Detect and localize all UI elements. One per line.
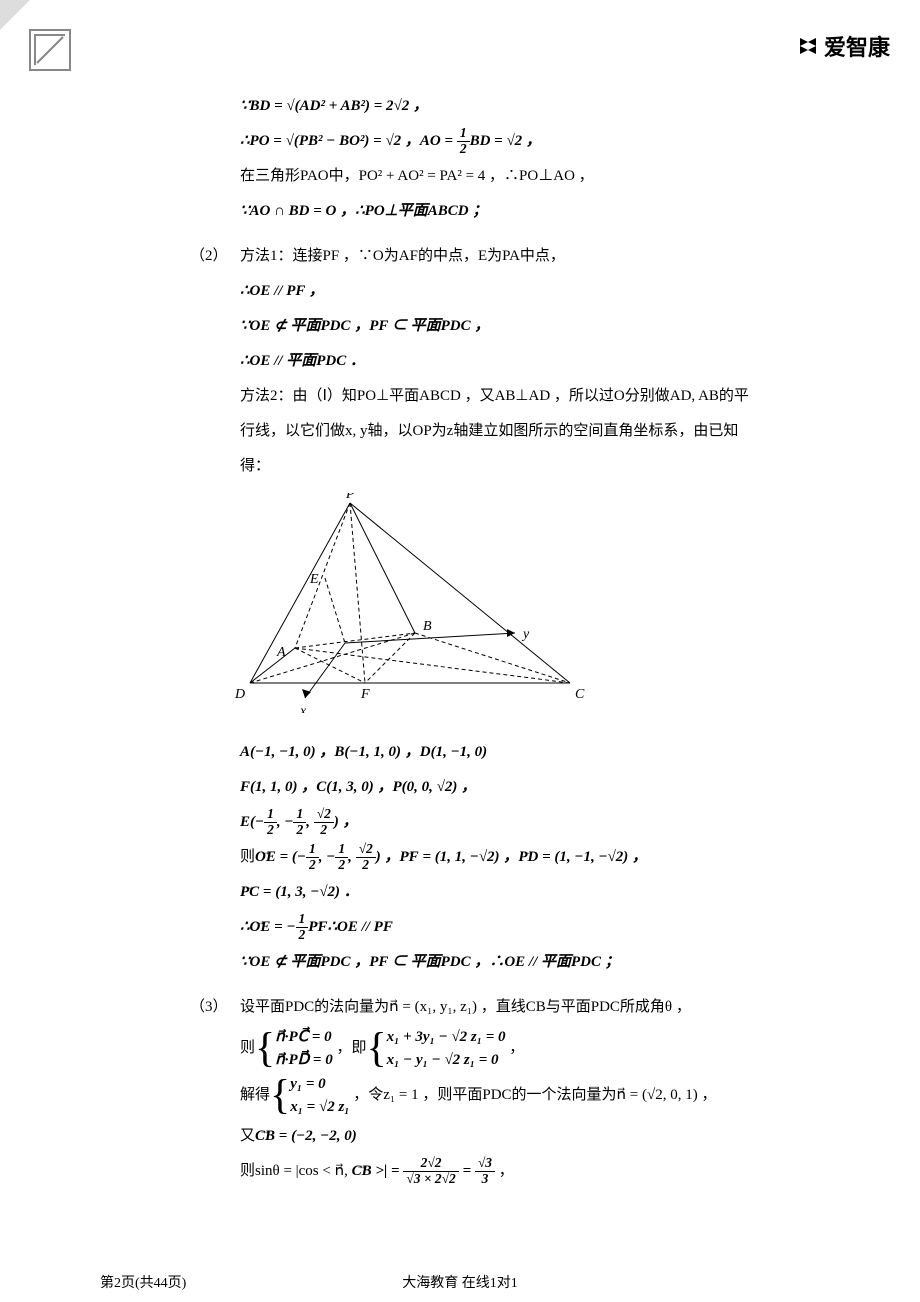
- svg-text:E: E: [309, 572, 319, 587]
- text-line: 解得{y₁ = 0x₁ = √2 z₁ ，令z₁ = 1 ，则平面PDC的一个法…: [200, 1073, 800, 1118]
- text-line: 则OE = (−12, −12, √22) ，PF = (1, 1, −√2) …: [200, 841, 800, 874]
- text-line: ∵OE ⊄ 平面PDC ，PF ⊂ 平面PDC ，∴OE // 平面PDC ；: [200, 946, 800, 979]
- footer-center-text: 大海教育 在线1对1: [0, 1272, 920, 1292]
- brand-text: 爱智康: [824, 30, 890, 62]
- text-line: PC = (1, 3, −√2) ．: [200, 876, 800, 909]
- text-line: 则sinθ = |cos < n⃗, CB >| = 2√2√3 × 2√2 =…: [200, 1155, 800, 1188]
- svg-text:C: C: [575, 687, 585, 702]
- logo-left-icon: [25, 25, 75, 75]
- text-line: 行线，以它们做x, y轴，以OP为z轴建立如图所示的空间直角坐标系，由已知: [200, 415, 800, 448]
- text-line: （2）方法1：连接PF ，∵O为AF的中点，E为PA中点，: [200, 240, 800, 273]
- svg-text:P: P: [345, 493, 355, 502]
- text-line: ∵BD = √(AD² + AB²) = 2√2 ，: [200, 90, 800, 123]
- text-line: 则{n⃗·PC⃗ = 0n⃗·PD⃗ = 0 ，即{x₁ + 3y₁ − √2 …: [200, 1026, 800, 1071]
- text-line: ∴OE // 平面PDC ．: [200, 345, 800, 378]
- brand-icon: [796, 34, 820, 58]
- svg-text:A: A: [276, 645, 286, 660]
- text-line: 又CB = (−2, −2, 0): [200, 1120, 800, 1153]
- text-line: ∴OE = −12PF∴OE // PF: [200, 911, 800, 944]
- text-line: E(−12, −12, √22) ，: [200, 806, 800, 839]
- text-line: ∴PO = √(PB² − BO²) = √2 ，AO = 12BD = √2 …: [200, 125, 800, 158]
- brand-logo: 爱智康: [796, 30, 890, 62]
- text-line: F(1, 1, 0) ，C(1, 3, 0) ，P(0, 0, √2) ，: [200, 771, 800, 804]
- main-content: ∵BD = √(AD² + AB²) = 2√2 ， ∴PO = √(PB² −…: [200, 90, 800, 1190]
- text-line: 方法2：由（Ⅰ）知PO⊥平面ABCD ，又AB⊥AD ，所以过O分别做AD, A…: [200, 380, 800, 413]
- text-line: 在三角形PAO中，PO² + AO² = PA² = 4 ，∴PO⊥AO ，: [200, 160, 800, 193]
- text-line: A(−1, −1, 0) ，B(−1, 1, 0) ，D(1, −1, 0): [200, 736, 800, 769]
- svg-text:F: F: [360, 687, 370, 702]
- svg-text:y: y: [521, 627, 530, 642]
- text-line: 得：: [200, 450, 800, 483]
- svg-text:B: B: [423, 619, 432, 634]
- svg-text:D: D: [234, 687, 245, 702]
- text-line: （3）设平面PDC的法向量为n⃗ = (x₁, y₁, z₁) ，直线CB与平面…: [200, 991, 800, 1024]
- text-line: ∵OE ⊄ 平面PDC ，PF ⊂ 平面PDC ，: [200, 310, 800, 343]
- text-line: ∴OE // PF ，: [200, 275, 800, 308]
- text-line: ∵AO ∩ BD = O ，∴PO⊥平面ABCD ；: [200, 195, 800, 228]
- svg-text:x: x: [299, 704, 307, 713]
- geometry-diagram: P E A B D F Cx y: [230, 493, 800, 726]
